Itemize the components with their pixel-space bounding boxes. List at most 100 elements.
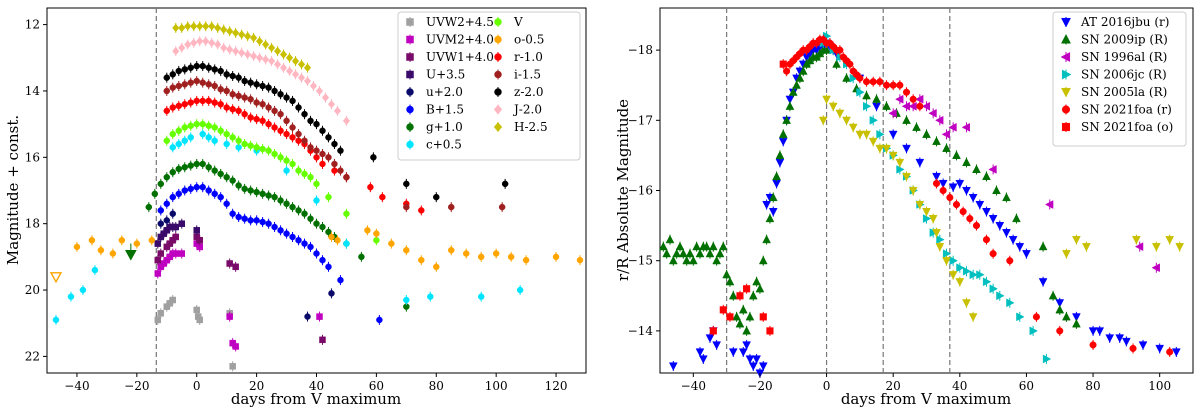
left-xtick-label: 120 [545,379,568,393]
right-point-at-2016jbu-r [768,208,778,217]
right-point-at-2016jbu-r [1155,344,1165,354]
left-point-i-1-5 [307,144,314,151]
left-point-uvw2-4-5 [193,306,200,314]
left-point-g-1-0 [301,210,308,217]
left-point-j-2-0 [208,38,216,48]
right-point-sn-2005la-r [818,116,828,126]
right-point-at-2016jbu-r [712,341,722,350]
right-point-at-2016jbu-r [1055,299,1065,308]
right-point-at-2016jbu-r [1115,334,1125,343]
left-legend-marker-uvm2-4-0 [406,35,414,44]
left-point-uvw2-4-5 [169,296,177,304]
left-point-z-2-0 [229,72,236,80]
left-point-h-2-5 [214,23,222,33]
right-point-at-2016jbu-r [1022,250,1031,259]
left-point-h-2-5 [184,21,192,31]
right-legend-label-at-2016jbu-r: AT 2016jbu (r) [1080,15,1169,29]
left-point-b-1-5 [235,213,242,221]
right-point-sn-2021foa-r [939,186,947,195]
left-point-z-2-0 [295,104,302,111]
right-point-sn-2006jc-r [1006,298,1015,308]
left-point-z-2-0 [307,117,314,125]
left-point-i-1-5 [277,110,284,118]
right-point-sn-1996al-r [1044,200,1054,209]
left-point-r-1-0 [223,104,230,111]
left-point-i-1-5 [283,117,290,125]
right-point-sn-2021foa-o [766,327,774,335]
left-series-c-0-5 [52,129,524,325]
right-point-at-2016jbu-r [888,130,898,140]
right-point-sn-2006jc-r [856,87,865,97]
right-point-sn-1996al-r [888,108,897,118]
left-point-b-1-5 [259,218,266,226]
right-point-sn-2009ip-r [768,192,778,202]
left-point-j-2-0 [214,40,222,49]
right-point-at-2016jbu-r [915,158,925,168]
left-series-h-2-5 [172,21,312,73]
right-point-sn-2009ip-r [972,164,981,173]
left-point-r-1-0 [418,207,425,214]
left-point-i-1-5 [223,87,230,95]
right-point-at-2016jbu-r [698,355,708,364]
right-point-sn-2006jc-r [956,263,965,273]
right-ytick-label: −14 [628,324,654,338]
left-point-uvm2-4-0 [172,250,180,257]
left-x-axis-label: days from V maximum [231,390,401,408]
right-point-sn-2005la-r [882,144,891,154]
right-point-sn-2009ip-r [695,248,705,258]
left-point-j-2-0 [267,56,276,66]
right-point-sn-2009ip-r [912,122,921,131]
left-point-r-1-0 [283,130,290,138]
left-legend-label-o-0-5: o-0.5 [514,33,544,47]
right-point-sn-2005la-r [1175,243,1185,252]
right-point-sn-2009ip-r [752,276,761,286]
left-point-g-1-0 [217,170,224,178]
right-series-at-2016jbu-r [668,38,1181,378]
left-point-j-2-0 [226,45,234,54]
right-legend-label-sn-1996al-r: SN 1996al (R) [1081,50,1167,64]
left-point-uvw1-4-0 [172,233,180,241]
left-point-z-2-0 [289,97,296,105]
right-point-sn-1996al-r [915,94,924,104]
right-point-at-2016jbu-r [745,355,755,364]
left-point-o-0-5 [448,246,455,254]
left-upper-limit [49,272,63,284]
left-point-r-1-0 [253,115,260,123]
left-point-z-2-0 [265,84,272,91]
right-point-sn-2009ip-r [705,248,715,258]
right-point-sn-2009ip-r [692,241,702,251]
left-point-c-0-5 [427,293,434,300]
left-point-c-0-5 [516,286,524,294]
left-legend-marker-uvw1-4-0 [406,53,414,61]
right-xtick-label: 40 [952,379,967,393]
left-point-b-1-5 [241,215,248,222]
right-point-sn-2009ip-r [712,255,722,265]
right-point-sn-2009ip-r [772,171,781,181]
left-legend-marker-z-2-0 [494,88,502,96]
right-point-sn-2006jc-r [989,284,998,294]
left-point-h-2-5 [303,63,312,73]
left-point-b-1-5 [169,193,177,201]
left-point-o-0-5 [492,250,500,257]
right-point-sn-2021foa-o [726,313,734,321]
right-point-sn-2009ip-r [755,283,765,293]
left-point-i-1-5 [403,203,410,211]
right-xtick-label: 100 [1148,379,1171,393]
left-point-z-2-0 [313,120,320,128]
right-point-sn-2009ip-r [688,255,698,265]
left-xtick-label: 0 [193,379,201,393]
left-point-v [283,157,290,164]
right-point-at-2016jbu-r [902,144,911,154]
left-point-u-2-0 [157,220,165,227]
right-point-sn-2005la-r [915,200,925,210]
right-point-at-2016jbu-r [752,355,761,364]
left-point-z-2-0 [175,67,183,75]
left-point-j-2-0 [297,73,306,82]
right-point-sn-2021foa-r [783,67,791,75]
right-point-sn-2005la-r [868,137,878,147]
left-point-o-0-5 [403,246,410,254]
left-point-o-0-5 [133,240,141,247]
left-data-points [49,21,584,372]
right-ytick-label: −17 [628,113,653,127]
right-point-at-2016jbu-r [1002,229,1011,238]
